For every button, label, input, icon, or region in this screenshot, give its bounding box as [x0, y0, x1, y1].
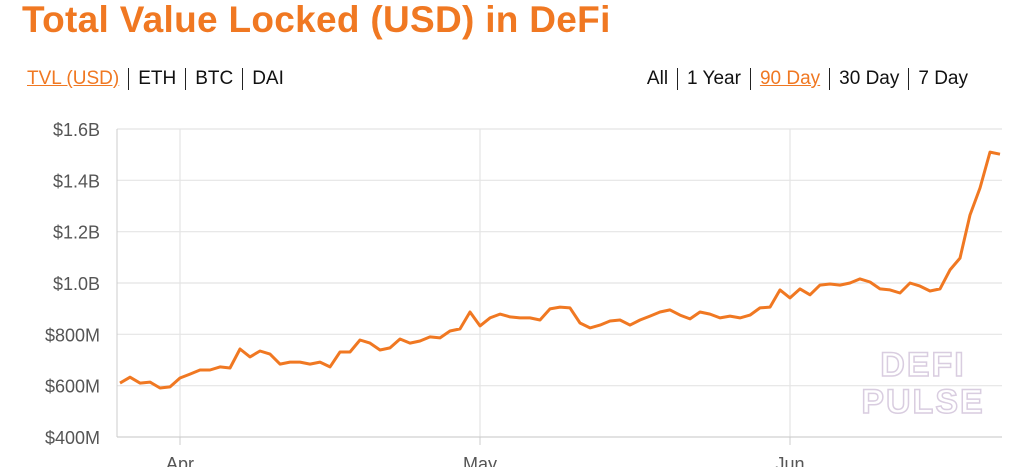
tab[interactable]: BTC: [185, 68, 242, 90]
y-tick-label: $1.0B: [53, 274, 100, 294]
y-tick-label: $1.2B: [53, 223, 100, 243]
x-tick-label: Apr: [166, 454, 194, 467]
tab[interactable]: DAI: [242, 68, 293, 90]
tab[interactable]: All: [646, 68, 669, 89]
tab[interactable]: 90 Day: [749, 68, 829, 90]
tab[interactable]: 7 Day: [908, 68, 977, 90]
unit-tabs: TVL (USD) ETH BTC DAI: [27, 68, 293, 90]
x-tick-label: Jun: [775, 454, 804, 467]
tab[interactable]: 1 Year: [677, 68, 750, 90]
tab[interactable]: TVL (USD): [27, 68, 120, 89]
tab[interactable]: 30 Day: [829, 68, 908, 90]
page-title: Total Value Locked (USD) in DeFi: [22, 0, 611, 40]
line: [119, 150, 1001, 390]
tab[interactable]: ETH: [128, 68, 185, 90]
range-tabs: All 1 Year 90 Day 30 Day 7 Day: [647, 68, 977, 90]
y-tick-label: $600M: [45, 377, 100, 397]
watermark: PULSE: [861, 383, 984, 421]
y-tick-label: $1.6B: [53, 120, 100, 140]
y-tick-label: $1.4B: [53, 171, 100, 191]
y-tick-label: $400M: [45, 428, 100, 448]
y-tick-label: $800M: [45, 325, 100, 345]
watermark: DEFI: [880, 346, 965, 384]
x-tick-label: May: [463, 454, 497, 467]
